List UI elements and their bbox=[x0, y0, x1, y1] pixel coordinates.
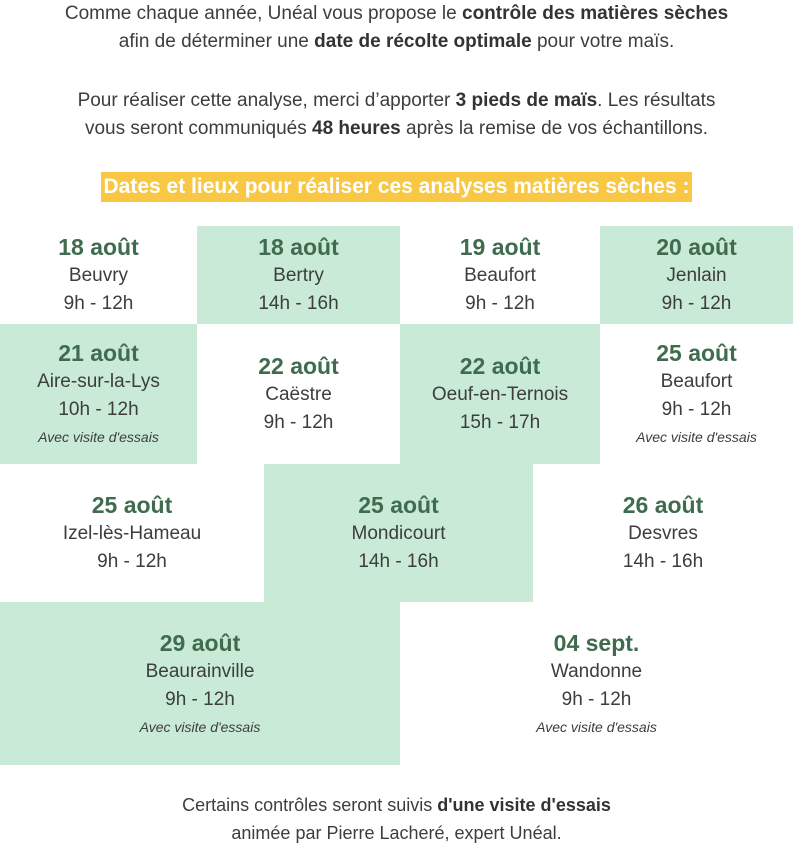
session-place: Jenlain bbox=[666, 265, 727, 286]
intro-text: Comme chaque année, Unéal vous propose l… bbox=[64, 3, 462, 24]
session-hours: 9h - 12h bbox=[263, 412, 334, 433]
session-hours: 9h - 12h bbox=[561, 688, 632, 710]
session-place: Oeuf-en-Ternois bbox=[431, 384, 569, 405]
session-date: 18 août bbox=[258, 234, 339, 260]
session-date: 22 août bbox=[459, 353, 541, 379]
session-hours: 14h - 16h bbox=[622, 551, 704, 572]
session-date: 29 août bbox=[159, 629, 241, 656]
session-visit-note: Avec visite d'essais bbox=[636, 429, 757, 445]
intro-text: Pour réaliser cette analyse, merci d’app… bbox=[77, 90, 456, 111]
session-hours: 15h - 17h bbox=[459, 412, 541, 433]
outro-text: animée par Pierre Lacheré, expert Unéal. bbox=[231, 823, 562, 843]
session-cell: 18 août Beuvry 9h - 12h bbox=[0, 226, 197, 324]
session-place: Caëstre bbox=[265, 384, 332, 405]
session-hours: 9h - 12h bbox=[465, 293, 535, 314]
session-date: 04 sept. bbox=[553, 629, 640, 656]
session-cell: 25 août Mondicourt 14h - 16h bbox=[264, 464, 533, 602]
session-hours: 9h - 12h bbox=[661, 399, 732, 420]
session-place: Beuvry bbox=[68, 265, 129, 286]
intro-paragraph-2: Pour réaliser cette analyse, merci d’app… bbox=[0, 87, 793, 143]
session-date: 26 août bbox=[622, 492, 704, 518]
session-cell: 20 août Jenlain 9h - 12h bbox=[600, 226, 793, 324]
session-place: Beaurainville bbox=[145, 660, 255, 682]
intro-paragraph-1: Comme chaque année, Unéal vous propose l… bbox=[0, 0, 793, 56]
session-cell: 26 août Desvres 14h - 16h bbox=[533, 464, 793, 602]
session-visit-note: Avec visite d'essais bbox=[38, 429, 159, 445]
intro-bold: contrôle des matières sèches bbox=[462, 3, 729, 24]
session-cell: 25 août Beaufort 9h - 12h Avec visite d'… bbox=[600, 324, 793, 464]
session-place: Beaufort bbox=[660, 371, 733, 392]
session-place: Bertry bbox=[273, 265, 324, 286]
session-date: 25 août bbox=[656, 340, 737, 366]
session-hours: 14h - 16h bbox=[258, 293, 339, 314]
session-cell: 25 août Izel-lès-Hameau 9h - 12h bbox=[0, 464, 264, 602]
intro-text: pour votre maïs. bbox=[531, 31, 675, 52]
session-cell: 21 août Aire-sur-la-Lys 10h - 12h Avec v… bbox=[0, 324, 197, 464]
session-cell: 22 août Caëstre 9h - 12h bbox=[197, 324, 400, 464]
session-cell: 19 août Beaufort 9h - 12h bbox=[400, 226, 600, 324]
session-date: 19 août bbox=[459, 234, 541, 260]
session-place: Wandonne bbox=[550, 660, 643, 682]
outro-text: Certains contrôles seront suivis bbox=[182, 795, 438, 815]
session-place: Izel-lès-Hameau bbox=[62, 523, 202, 544]
session-date: 25 août bbox=[358, 492, 439, 518]
session-place: Beaufort bbox=[464, 265, 536, 286]
session-date: 18 août bbox=[58, 234, 139, 260]
session-cell: 22 août Oeuf-en-Ternois 15h - 17h bbox=[400, 324, 600, 464]
session-date: 25 août bbox=[91, 492, 173, 518]
session-hours: 9h - 12h bbox=[165, 688, 235, 710]
session-cell: 29 août Beaurainville 9h - 12h Avec visi… bbox=[0, 602, 400, 765]
session-hours: 14h - 16h bbox=[358, 551, 439, 572]
section-heading: Dates et lieux pour réaliser ces analyse… bbox=[101, 172, 692, 202]
session-cell: 04 sept. Wandonne 9h - 12h Avec visite d… bbox=[400, 602, 793, 765]
session-date: 22 août bbox=[258, 353, 339, 379]
session-cell: 18 août Bertry 14h - 16h bbox=[197, 226, 400, 324]
session-hours: 9h - 12h bbox=[97, 551, 167, 572]
session-place: Mondicourt bbox=[351, 523, 446, 544]
outro-bold: d'une visite d'essais bbox=[437, 795, 611, 815]
intro-bold: date de récolte optimale bbox=[314, 31, 532, 52]
session-hours: 10h - 12h bbox=[58, 399, 139, 420]
intro-bold: 48 heures bbox=[312, 118, 401, 139]
intro-text: afin de déterminer une bbox=[118, 31, 315, 52]
session-place: Desvres bbox=[628, 523, 698, 544]
session-hours: 9h - 12h bbox=[661, 293, 732, 314]
section-heading-wrap: Dates et lieux pour réaliser ces analyse… bbox=[0, 172, 793, 202]
session-place: Aire-sur-la-Lys bbox=[37, 371, 160, 392]
intro-text: après la remise de vos échantillons. bbox=[400, 118, 709, 139]
session-visit-note: Avec visite d'essais bbox=[536, 718, 657, 735]
intro-text: vous seront communiqués bbox=[84, 118, 312, 139]
session-visit-note: Avec visite d'essais bbox=[139, 718, 261, 735]
session-date: 21 août bbox=[58, 340, 139, 366]
intro-text: . Les résultats bbox=[597, 90, 716, 111]
session-hours: 9h - 12h bbox=[63, 293, 134, 314]
outro-paragraph: Certains contrôles seront suivis d'une v… bbox=[0, 791, 793, 847]
session-date: 20 août bbox=[656, 234, 737, 260]
intro-bold: 3 pieds de maïs bbox=[455, 90, 598, 111]
